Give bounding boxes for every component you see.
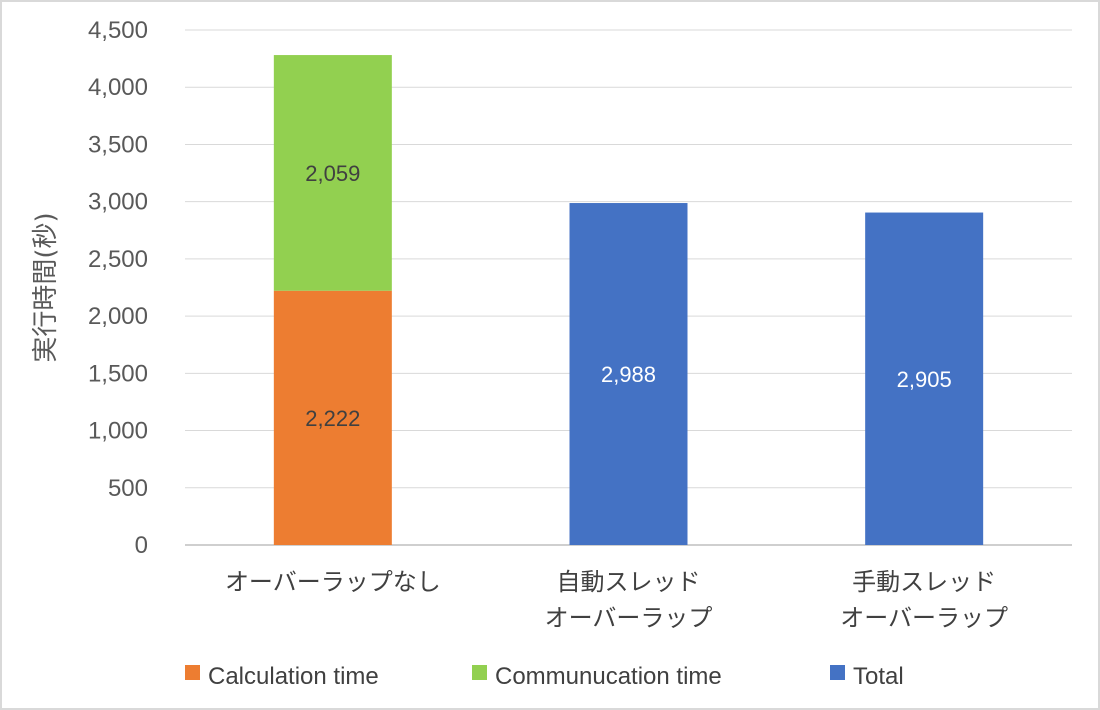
y-tick-label: 1,500: [88, 360, 148, 387]
legend-label: Calculation time: [208, 663, 379, 690]
bar-segment: [865, 212, 984, 546]
bar-segment: [569, 203, 688, 546]
y-tick-label: 1,000: [88, 418, 148, 445]
legend-swatch: [830, 665, 845, 680]
y-tick-label: 4,000: [88, 74, 148, 101]
y-tick-label: 2,000: [88, 303, 148, 330]
legend-swatch: [472, 665, 487, 680]
y-tick-label: 4,500: [88, 17, 148, 44]
y-tick-label: 2,500: [88, 246, 148, 273]
y-tick-label: 500: [108, 475, 148, 502]
bar-segment: [273, 55, 392, 291]
data-label: 2,988: [601, 362, 656, 387]
legend-label: Communucation time: [495, 663, 722, 690]
y-tick-label: 0: [135, 532, 148, 559]
data-label: 2,059: [305, 161, 360, 186]
bar-segment: [273, 290, 392, 545]
data-label: 2,222: [305, 406, 360, 431]
x-tick-label: オーバーラップ: [545, 604, 713, 632]
data-label: 2,905: [897, 367, 952, 392]
y-axis-label: 実行時間(秒): [31, 212, 61, 362]
x-tick-label: オーバーラップ: [840, 604, 1008, 632]
x-tick-label: 手動スレッド: [852, 568, 996, 596]
x-tick-label: 自動スレッド: [557, 568, 701, 596]
legend-label: Total: [853, 663, 904, 690]
y-tick-label: 3,500: [88, 131, 148, 158]
y-tick-label: 3,000: [88, 189, 148, 216]
legend-swatch: [185, 665, 200, 680]
x-tick-label: オーバーラップなし: [225, 568, 441, 596]
